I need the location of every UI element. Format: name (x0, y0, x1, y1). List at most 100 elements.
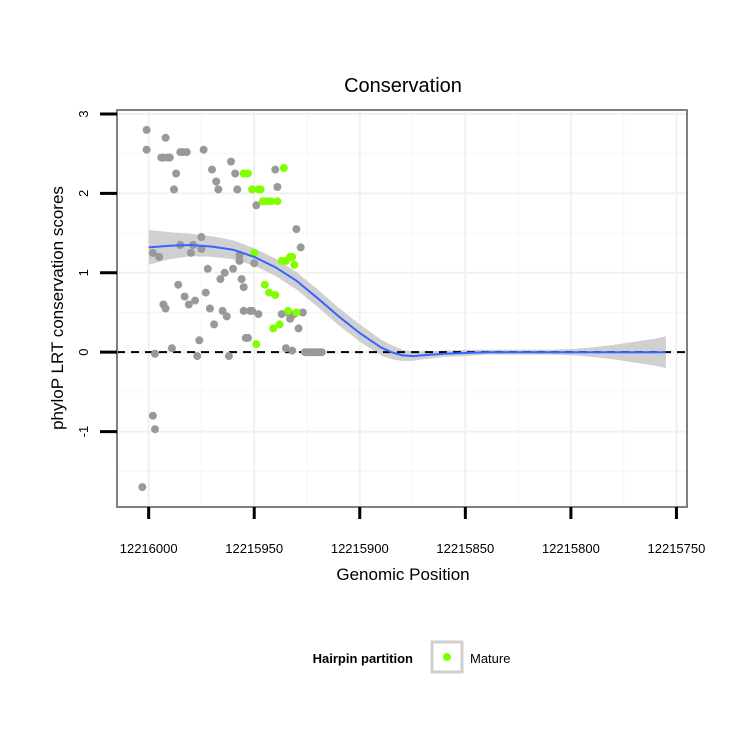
x-tick-label: 12215800 (542, 541, 600, 556)
points-layer (138, 125, 326, 492)
point-other (214, 185, 223, 194)
point-mature (248, 185, 257, 194)
point-other (248, 306, 257, 315)
point-other (254, 310, 263, 319)
point-other (167, 344, 176, 353)
x-tick-label: 12215900 (331, 541, 389, 556)
point-other (243, 333, 252, 342)
point-other (203, 264, 212, 273)
point-other (222, 312, 231, 321)
point-other (288, 346, 297, 355)
point-other (216, 275, 225, 284)
point-mature (290, 260, 299, 269)
chart-title: Conservation (344, 75, 462, 97)
legend-entry-mature: Mature (470, 651, 510, 666)
x-tick-label: 12215750 (648, 541, 706, 556)
point-other (148, 411, 157, 420)
confidence-band-layer (148, 229, 666, 369)
point-other (208, 165, 216, 174)
y-tick-label: 2 (76, 190, 91, 197)
legend-key-mature-dot (443, 653, 451, 661)
y-tick-label: 0 (76, 349, 91, 356)
point-other (165, 153, 174, 162)
point-mature (252, 340, 261, 349)
point-mature (243, 169, 252, 178)
point-mature (284, 306, 292, 315)
point-mature (279, 164, 288, 172)
x-tick-label: 12215950 (225, 541, 283, 556)
point-other (317, 348, 326, 357)
point-other (184, 300, 193, 309)
point-other (201, 288, 210, 297)
confidence-band (148, 229, 666, 369)
point-other (197, 233, 206, 241)
point-mature (288, 252, 297, 261)
point-other (161, 133, 170, 142)
point-other (224, 352, 233, 361)
axes-layer: 12216000 12215950 12215900 12215850 12215800… (76, 110, 705, 556)
y-tick-label: 1 (76, 269, 91, 276)
x-tick-label: 12215850 (436, 541, 494, 556)
point-other (227, 157, 235, 166)
smooth-layer (148, 243, 666, 358)
point-other (229, 264, 238, 273)
point-other (281, 344, 290, 353)
point-other (186, 248, 195, 257)
point-other (252, 201, 261, 210)
point-mature (292, 308, 301, 317)
point-other (172, 169, 181, 178)
point-other (138, 483, 147, 492)
x-axis-label: Genomic Position (336, 565, 469, 584)
point-other (170, 185, 178, 194)
point-other (199, 145, 208, 154)
point-other (142, 125, 151, 134)
point-mature (256, 185, 265, 194)
point-other (296, 243, 305, 252)
legend: Hairpin partition Mature (313, 640, 510, 674)
point-other (235, 256, 244, 265)
point-other (277, 310, 286, 319)
plot-panel-border (116, 109, 688, 508)
point-mature (267, 197, 276, 206)
point-mature (271, 291, 280, 299)
point-other (182, 148, 191, 157)
point-other (193, 352, 202, 361)
point-other (239, 283, 248, 292)
point-mature (269, 324, 278, 333)
y-tick-label: 3 (76, 110, 91, 117)
point-other (151, 425, 159, 434)
point-other (271, 165, 280, 174)
point-other (250, 259, 259, 268)
point-other (205, 304, 214, 313)
gridlines (117, 110, 687, 507)
point-mature (260, 280, 269, 289)
smooth-line (148, 243, 666, 358)
y-tick-label: -1 (76, 426, 91, 438)
point-mature (250, 248, 259, 257)
point-other (298, 308, 307, 317)
point-mature (265, 288, 273, 297)
point-other (151, 349, 159, 358)
point-other (239, 306, 248, 315)
x-tick-label: 12216000 (120, 541, 178, 556)
point-other (161, 304, 170, 313)
point-other (273, 183, 282, 191)
legend-title: Hairpin partition (313, 651, 413, 666)
point-other (237, 275, 246, 284)
point-other (155, 252, 164, 261)
point-other (191, 296, 200, 305)
point-mature (273, 197, 282, 206)
point-other (180, 292, 189, 301)
point-other (210, 320, 219, 329)
point-other (218, 306, 227, 315)
point-other (220, 268, 229, 277)
point-other (292, 225, 301, 234)
point-other (148, 248, 157, 257)
point-other (233, 185, 242, 194)
point-mature (275, 320, 284, 329)
point-other (212, 177, 221, 186)
point-other (231, 169, 240, 178)
point-other (294, 324, 303, 333)
point-other (142, 145, 151, 154)
